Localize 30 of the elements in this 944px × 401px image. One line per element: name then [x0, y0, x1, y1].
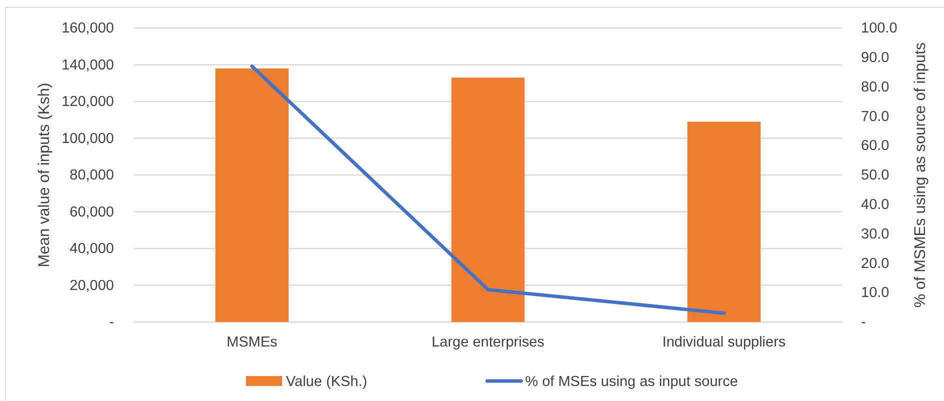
x-tick-label: Large enterprises	[432, 334, 544, 350]
legend-label: % of MSEs using as input source	[525, 374, 738, 390]
y-tick-label: 20,000	[70, 278, 114, 294]
y2-tick-label: 70.0	[861, 108, 890, 125]
y2-tick-label: 20.0	[861, 256, 890, 272]
y2-tick-label: -	[861, 314, 866, 331]
legend-label: Value (KSh.)	[286, 374, 368, 390]
y2-axis-title: % of MSMEs using as source of inputs	[912, 42, 929, 308]
x-tick-label: MSMEs	[226, 334, 278, 350]
y-tick-label: 160,000	[62, 20, 114, 37]
y2-tick-label: 10.0	[861, 285, 890, 302]
y2-tick-label: 40.0	[861, 197, 890, 214]
y-tick-label: 100,000	[62, 130, 114, 147]
y2-tick-label: 90.0	[861, 50, 890, 66]
y2-tick-label: 30.0	[861, 226, 890, 242]
y-tick-label: 80,000	[70, 168, 114, 184]
y-tick-label: 120,000	[62, 94, 114, 110]
y-tick-label: 60,000	[70, 204, 114, 220]
y2-tick-label: 50.0	[861, 168, 890, 184]
bar	[215, 68, 289, 322]
y2-tick-label: 60.0	[861, 138, 890, 154]
x-tick-label: Individual suppliers	[662, 334, 786, 350]
y-tick-label: -	[109, 314, 114, 331]
y2-tick-label: 80.0	[861, 79, 890, 96]
bar	[687, 122, 761, 322]
y2-tick-label: 100.0	[861, 20, 898, 37]
y-axis-title: Mean value of inputs (Ksh)	[36, 82, 53, 268]
y-tick-label: 140,000	[62, 57, 114, 74]
y-tick-label: 40,000	[70, 241, 114, 258]
bar	[451, 78, 525, 322]
